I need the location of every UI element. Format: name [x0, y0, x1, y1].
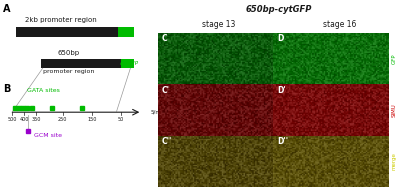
- Bar: [121, 59, 134, 68]
- Text: A: A: [3, 4, 11, 14]
- Text: D': D': [277, 86, 286, 95]
- Text: merge: merge: [392, 152, 397, 170]
- Text: 2kb promoter region: 2kb promoter region: [25, 17, 97, 23]
- Text: 50: 50: [118, 117, 124, 122]
- Text: 650bp: 650bp: [58, 50, 80, 56]
- Text: GFP: GFP: [392, 53, 397, 64]
- Text: B: B: [3, 84, 10, 94]
- Text: SIMU: SIMU: [392, 103, 397, 117]
- Text: 150: 150: [87, 117, 96, 122]
- Text: GATA sites: GATA sites: [27, 88, 60, 94]
- Text: 650bp-cytGFP: 650bp-cytGFP: [246, 5, 312, 14]
- Text: stage 13: stage 13: [202, 20, 235, 29]
- Bar: [118, 27, 134, 37]
- Text: 350: 350: [31, 117, 41, 122]
- Text: cytGFP: cytGFP: [120, 61, 139, 66]
- Text: 500: 500: [8, 117, 17, 122]
- Text: C: C: [162, 34, 167, 43]
- Text: promoter region: promoter region: [43, 69, 95, 74]
- Text: 250: 250: [58, 117, 67, 122]
- Bar: [16, 27, 118, 37]
- Text: C': C': [162, 86, 170, 95]
- Text: D'': D'': [277, 137, 288, 146]
- Text: C'': C'': [162, 137, 172, 146]
- Text: stage 16: stage 16: [323, 20, 356, 29]
- Text: D: D: [277, 34, 283, 43]
- Bar: [41, 59, 121, 68]
- Text: 5/nt: 5/nt: [150, 110, 161, 115]
- Text: 400: 400: [19, 117, 29, 122]
- Text: GCM site: GCM site: [34, 133, 62, 138]
